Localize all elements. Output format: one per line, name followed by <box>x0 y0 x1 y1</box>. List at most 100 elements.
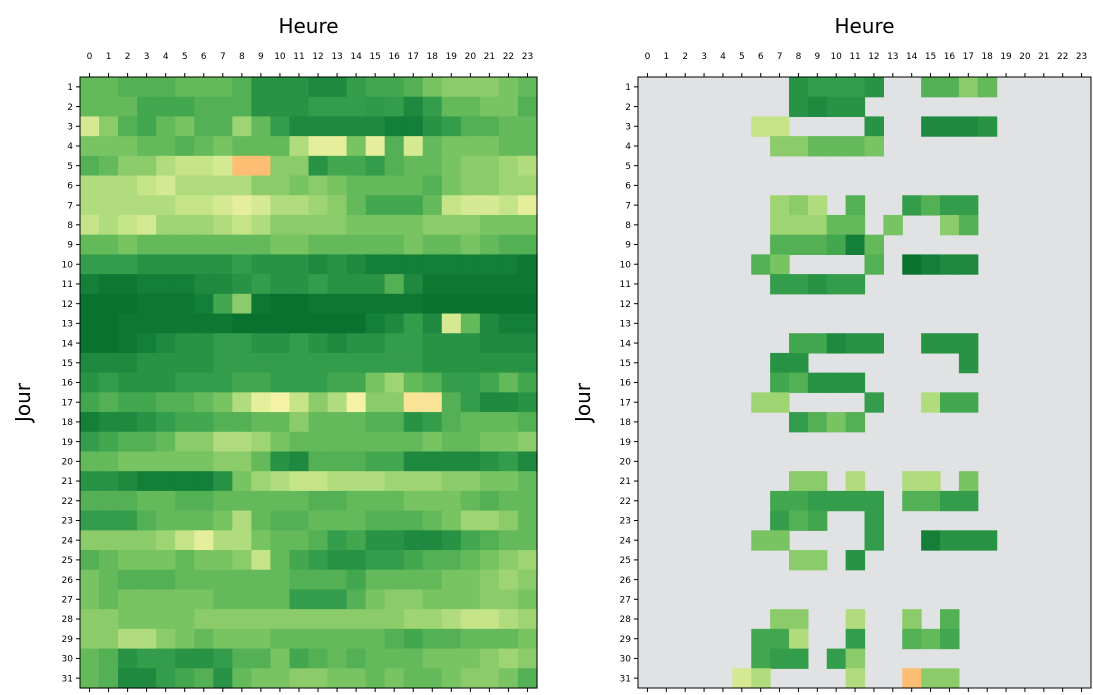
heatmap-cell <box>770 352 790 374</box>
heatmap-cell <box>422 77 443 98</box>
heatmap-cell <box>213 96 233 118</box>
heatmap-cell <box>384 628 405 650</box>
heatmap-cell <box>270 214 291 236</box>
heatmap-cell <box>517 96 538 118</box>
heatmap-cell <box>479 471 500 492</box>
heatmap-cell <box>921 628 941 650</box>
heatmap-cell <box>175 274 195 295</box>
heatmap-cell <box>346 352 367 374</box>
heatmap-cell <box>80 155 100 177</box>
heatmap-cell <box>118 372 138 393</box>
heatmap-cell <box>80 293 100 315</box>
heatmap-cell <box>251 175 272 196</box>
heatmap-cell <box>384 412 405 433</box>
heatmap-cell <box>80 254 100 275</box>
heatmap-cell <box>422 293 443 315</box>
x-tick-label: 13 <box>331 52 342 62</box>
heatmap-cell <box>517 175 538 196</box>
heatmap-cell <box>498 274 519 295</box>
heatmap-cell <box>346 195 367 216</box>
heatmap-cell <box>498 550 519 571</box>
heatmap-cell <box>921 490 941 512</box>
heatmap-cell <box>384 333 405 354</box>
x-tick-label: 7 <box>777 52 783 62</box>
heatmap-cell <box>80 234 100 255</box>
heatmap-cell <box>118 490 138 512</box>
heatmap-cell <box>137 136 157 157</box>
heatmap-cell <box>479 530 500 551</box>
heatmap-cell <box>232 77 252 98</box>
heatmap-cell <box>479 293 500 315</box>
heatmap-cell <box>289 648 310 669</box>
x-tick-label: 11 <box>293 52 304 62</box>
heatmap-cell <box>118 530 138 551</box>
heatmap-cell <box>194 116 214 137</box>
heatmap-cell <box>384 530 405 551</box>
heatmap-cell <box>175 77 195 98</box>
heatmap-cell <box>789 136 809 157</box>
heatmap-cell <box>346 530 367 551</box>
heatmap-cell <box>251 155 272 177</box>
heatmap-cell <box>194 431 214 453</box>
heatmap-cell <box>156 96 176 118</box>
heatmap-cell <box>384 214 405 236</box>
heatmap-cell <box>308 530 329 551</box>
y-tick-label: 21 <box>620 477 631 487</box>
heatmap-cell <box>751 254 771 275</box>
heatmap-cell <box>384 352 405 374</box>
heatmap-cell <box>460 234 481 255</box>
heatmap-cell <box>80 195 100 216</box>
heatmap-cell <box>441 77 462 98</box>
heatmap-cell <box>403 136 424 157</box>
heatmap-cell <box>156 609 176 630</box>
heatmap-cell <box>479 116 500 137</box>
heatmap-cell <box>517 628 538 650</box>
heatmap-cell <box>845 412 866 433</box>
heatmap-cell <box>308 609 329 630</box>
heatmap-cell <box>365 648 386 669</box>
heatmap-cell <box>365 77 386 98</box>
heatmap-cell <box>460 313 481 334</box>
heatmap-cell <box>346 116 367 137</box>
heatmap-cell <box>308 628 329 650</box>
heatmap-cell <box>864 333 884 354</box>
heatmap-cell <box>308 313 329 334</box>
heatmap-cell <box>232 175 252 196</box>
heatmap-cell <box>137 589 157 610</box>
heatmap-cell <box>289 471 310 492</box>
heatmap-cell <box>346 550 367 571</box>
heatmap-cell <box>770 628 790 650</box>
heatmap-cell <box>384 293 405 315</box>
heatmap-cell <box>441 254 462 275</box>
heatmap-cell <box>213 175 233 196</box>
heatmap-cell <box>958 77 979 98</box>
heatmap-cell <box>365 313 386 334</box>
heatmap-cell <box>346 175 367 196</box>
heatmap-cell <box>940 490 960 512</box>
x-tick-label: 6 <box>758 52 764 62</box>
heatmap-cell <box>308 254 329 275</box>
heatmap-cell <box>80 175 100 196</box>
heatmap-cell <box>99 116 119 137</box>
heatmap-cell <box>517 254 538 275</box>
heatmap-cell <box>137 293 157 315</box>
y-tick-label: 12 <box>620 300 631 310</box>
x-tick-label: 22 <box>1057 52 1068 62</box>
heatmap-cell <box>422 471 443 492</box>
heatmap-cell <box>175 628 195 650</box>
x-tick-label: 6 <box>201 52 207 62</box>
heatmap-cell <box>270 490 291 512</box>
heatmap-cell <box>751 628 771 650</box>
heatmap-cell <box>403 116 424 137</box>
heatmap-cell <box>403 274 424 295</box>
y-tick-label: 13 <box>620 320 631 330</box>
heatmap-cell <box>498 530 519 551</box>
heatmap-cell <box>289 155 310 177</box>
heatmap-cell <box>365 392 386 413</box>
heatmap-cell <box>289 372 310 393</box>
heatmap-cell <box>289 589 310 610</box>
y-tick-label: 14 <box>62 339 74 349</box>
heatmap-cell <box>479 451 500 472</box>
heatmap-cell <box>517 530 538 551</box>
heatmap-cell <box>807 510 828 531</box>
